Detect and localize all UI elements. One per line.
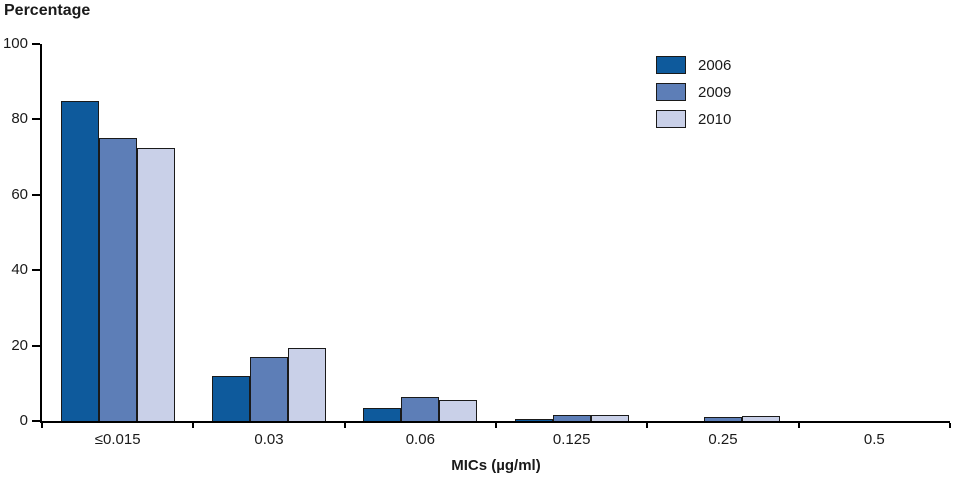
bar-groups: ≤0.015 0.03 0.06 0.125 0.25 0.5 <box>42 44 950 448</box>
bar-2010 <box>741 416 780 421</box>
y-tick-mark <box>32 193 40 196</box>
y-tick-mark <box>32 420 40 422</box>
y-tick-mark <box>32 269 40 272</box>
bar-2009 <box>401 396 440 421</box>
x-tick-label: 0.03 <box>254 431 284 448</box>
legend-swatch <box>656 83 686 101</box>
y-tick-label: 20 <box>11 336 28 354</box>
bar-group: 0.5 <box>799 44 950 448</box>
y-tick-label: 80 <box>11 110 28 128</box>
bar-group: ≤0.015 <box>42 44 193 448</box>
bar-2010 <box>287 347 326 421</box>
bar-group: 0.25 <box>647 44 798 448</box>
plot-area: 0 20 40 60 80 100 ≤0.015 0.03 0.06 0.125 0.25 0.5 <box>3 35 951 448</box>
bar-2009 <box>703 417 742 421</box>
bar-2006 <box>211 375 250 421</box>
x-axis-ticks <box>41 44 951 428</box>
legend-swatch <box>656 110 686 128</box>
bar-2006 <box>514 419 553 421</box>
x-tick-mark <box>646 423 649 428</box>
legend-item: 2010 <box>656 110 731 128</box>
x-tick-label: 0.25 <box>708 431 738 448</box>
y-tick-mark <box>32 43 40 45</box>
bar-2006 <box>363 407 402 421</box>
x-tick-mark <box>797 423 800 428</box>
y-tick-label: 100 <box>2 35 28 52</box>
legend-item: 2009 <box>656 83 731 101</box>
bar-group: 0.06 <box>345 44 496 448</box>
x-axis-title: MICs (µg/ml) <box>451 457 541 474</box>
legend-label: 2009 <box>698 83 732 101</box>
bars <box>363 44 478 421</box>
legend-label: 2010 <box>698 110 732 128</box>
x-tick-mark <box>192 423 195 428</box>
y-tick-label: 60 <box>11 185 28 203</box>
bar-2010 <box>439 400 478 421</box>
legend-label: 2006 <box>698 56 732 74</box>
legend: 2006 2009 2010 <box>656 56 731 137</box>
x-tick-mark <box>343 423 346 428</box>
bars <box>211 44 326 421</box>
bars <box>60 44 175 421</box>
y-axis <box>40 44 42 423</box>
y-tick-label: 0 <box>19 412 28 429</box>
bar-2010 <box>136 147 175 421</box>
x-tick-mark <box>495 423 497 428</box>
bar-2009 <box>552 415 591 421</box>
x-tick-label: 0.06 <box>405 431 435 448</box>
y-tick-label: 40 <box>11 261 28 279</box>
bars <box>666 44 780 421</box>
y-tick-mark <box>32 118 40 121</box>
legend-item: 2006 <box>656 56 731 74</box>
bar-2009 <box>98 138 137 421</box>
y-axis-title: Percentage <box>4 2 91 19</box>
x-tick-label: ≤0.015 <box>94 431 141 448</box>
x-tick-label: 0.125 <box>552 431 591 448</box>
bar-2006 <box>60 100 99 421</box>
x-tick-mark <box>41 423 43 428</box>
legend-swatch <box>656 56 686 74</box>
x-axis <box>40 421 950 423</box>
bar-2010 <box>590 415 629 421</box>
y-tick-mark <box>32 344 40 347</box>
bar-group: 0.03 <box>193 44 344 448</box>
x-tick-label: 0.5 <box>863 431 885 448</box>
bar-2009 <box>249 356 288 421</box>
x-tick-mark <box>949 423 951 428</box>
bar-group: 0.125 <box>496 44 647 448</box>
bars <box>514 44 629 421</box>
